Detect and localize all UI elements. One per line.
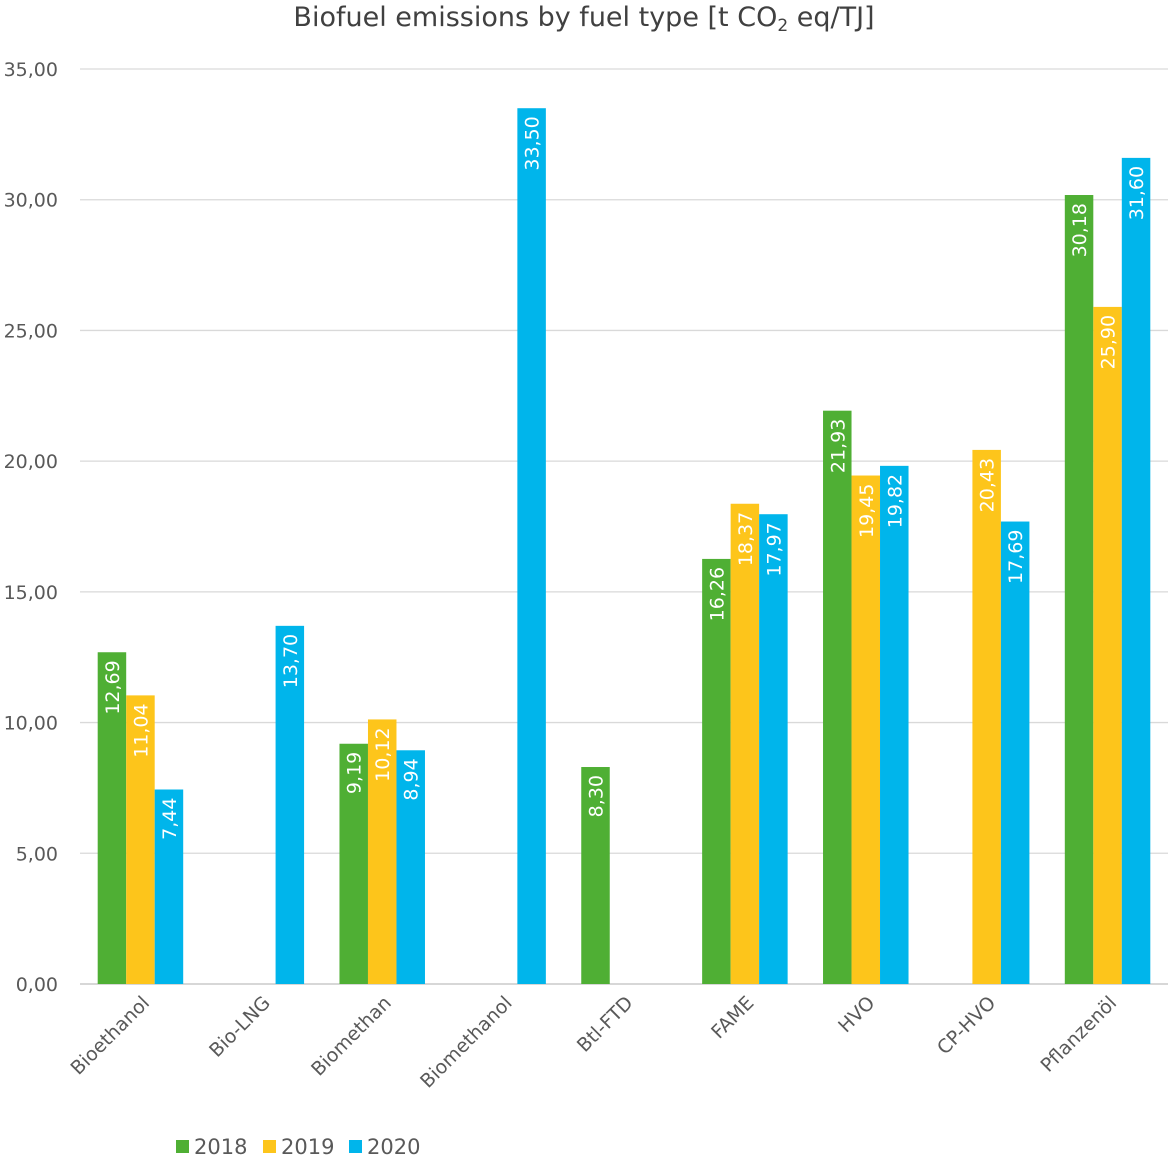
x-axis: Bioethanol Bio-LNG Biomethan Biomethanol Btl…: [66, 992, 1121, 1093]
bar-2018-Biomethan: [339, 743, 368, 984]
data-label: 7,44: [159, 797, 181, 839]
legend: 2018 2019 2020: [176, 1135, 420, 1159]
y-axis: 0,00 5,00 10,00 15,00 20,00 25,00 30,00 35,00: [4, 59, 58, 996]
data-label: 19,82: [884, 474, 906, 528]
bar-2018-HVO: [823, 410, 852, 984]
legend-swatch-2019: [263, 1140, 276, 1153]
bar-2019-Pflanzenöl: [1093, 306, 1122, 984]
bar-2019-Biomethan: [367, 719, 397, 984]
bar-2019-CP-HVO: [972, 449, 1001, 984]
bar-2018-FAME: [702, 558, 731, 984]
y-tick-label: 30,00: [4, 190, 58, 212]
data-label: 12,69: [102, 660, 124, 714]
data-label: 18,37: [735, 512, 757, 566]
x-tick-label: CP-HVO: [933, 992, 1000, 1059]
bar-2019-HVO: [851, 475, 881, 984]
legend-label-2018: 2018: [194, 1135, 247, 1159]
bar-2018-Bioethanol: [97, 652, 127, 984]
x-tick-label: Btl-FTD: [573, 992, 638, 1057]
data-label: 31,60: [1126, 166, 1148, 220]
chart-title-main: Biofuel emissions by fuel type [t CO: [293, 2, 778, 33]
data-labels: 12,69 11,04 7,44 13,70 9,19 10,12 8,94 33,50 8,3…: [102, 116, 1148, 840]
x-tick-label: FAME: [707, 992, 758, 1043]
data-label: 21,93: [827, 419, 849, 473]
bar-2018-Btl-FTD: [581, 767, 610, 984]
chart-title-subscript: 2: [777, 16, 789, 36]
legend-label-2020: 2020: [367, 1135, 420, 1159]
data-label: 8,30: [586, 775, 608, 817]
bar-2020-Biomethan: [396, 750, 425, 984]
chart-title-suffix: eq/TJ]: [788, 2, 875, 33]
x-tick-label: Bio-LNG: [205, 992, 275, 1062]
bar-2020-Biomethanol: [517, 108, 546, 984]
y-tick-label: 15,00: [4, 582, 58, 604]
data-label: 8,94: [401, 758, 423, 800]
y-tick-label: 0,00: [16, 974, 58, 996]
data-label: 20,43: [977, 458, 999, 512]
data-label: 19,45: [856, 484, 878, 538]
data-label: 33,50: [522, 116, 544, 170]
y-tick-label: 20,00: [4, 451, 58, 473]
data-label: 30,18: [1069, 203, 1091, 257]
legend-label-2019: 2019: [281, 1135, 334, 1159]
bar-2018-Pflanzenöl: [1064, 195, 1094, 985]
bars: [97, 108, 1151, 985]
data-label: 17,69: [1005, 530, 1027, 584]
data-label: 25,90: [1098, 315, 1120, 369]
y-tick-label: 5,00: [16, 843, 58, 865]
x-tick-label: HVO: [834, 992, 879, 1037]
y-tick-label: 35,00: [4, 59, 58, 81]
legend-swatch-2020: [349, 1140, 362, 1153]
legend-swatch-2018: [176, 1140, 189, 1153]
bar-2020-Bioethanol: [154, 789, 184, 984]
bar-2020-Bio-LNG: [275, 625, 305, 984]
y-tick-label: 10,00: [4, 713, 58, 735]
chart-title: Biofuel emissions by fuel type [t CO2 eq…: [0, 2, 1168, 36]
bar-2019-FAME: [730, 503, 760, 984]
data-label: 9,19: [344, 752, 366, 794]
data-label: 16,26: [706, 567, 728, 621]
x-tick-label: Biomethanol: [416, 992, 517, 1093]
data-label: 13,70: [280, 634, 302, 688]
x-tick-label: Bioethanol: [66, 992, 153, 1079]
bar-2020-Pflanzenöl: [1121, 157, 1151, 984]
data-label: 10,12: [372, 727, 394, 781]
bar-2020-HVO: [880, 465, 909, 984]
x-tick-label: Pflanzenöl: [1036, 992, 1121, 1077]
bar-2020-FAME: [759, 514, 788, 984]
data-label: 11,04: [130, 703, 152, 757]
data-label: 17,97: [763, 522, 785, 576]
y-tick-label: 25,00: [4, 320, 58, 342]
x-tick-label: Biomethan: [307, 992, 396, 1081]
bar-2020-CP-HVO: [1000, 521, 1030, 984]
bar-2019-Bioethanol: [126, 695, 155, 984]
